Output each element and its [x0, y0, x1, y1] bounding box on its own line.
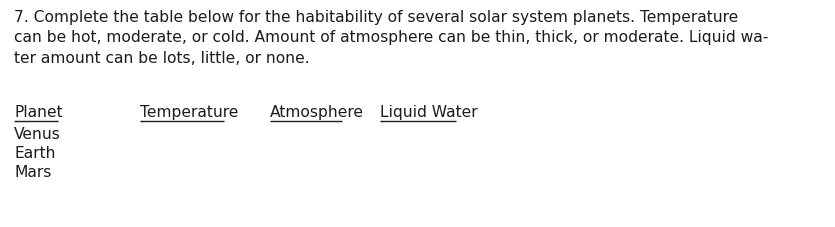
Text: Liquid Water: Liquid Water — [380, 105, 478, 120]
Text: Temperature: Temperature — [140, 105, 238, 120]
Text: 7. Complete the table below for the habitability of several solar system planets: 7. Complete the table below for the habi… — [14, 10, 768, 66]
Text: Planet: Planet — [14, 105, 63, 120]
Text: Mars: Mars — [14, 165, 52, 180]
Text: Atmosphere: Atmosphere — [270, 105, 364, 120]
Text: Earth: Earth — [14, 146, 55, 161]
Text: Venus: Venus — [14, 127, 61, 142]
